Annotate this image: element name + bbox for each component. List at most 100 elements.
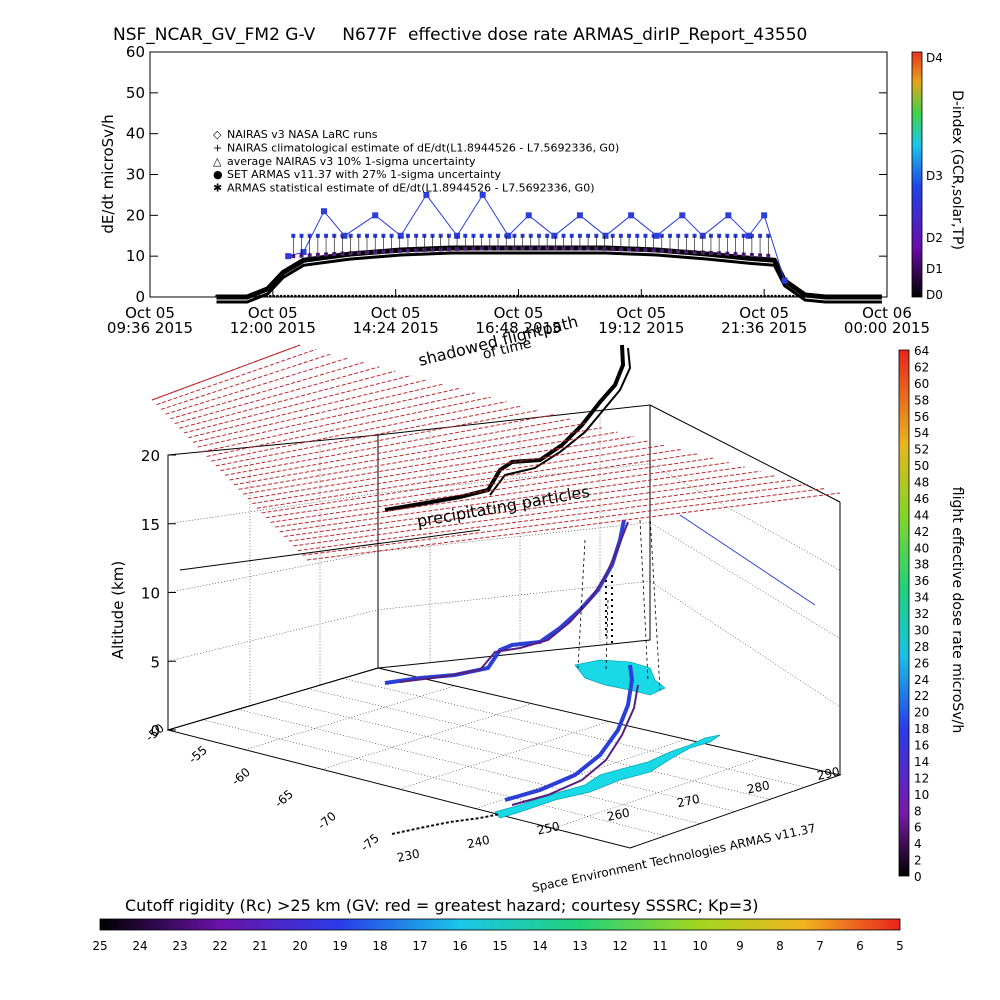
baseline-point [552,294,555,298]
cutoff-rigidity-tick-label: 6 [856,939,864,953]
shadow-plane-line [211,401,507,462]
dose-rate-tick-label: 30 [914,623,929,637]
dose-rate-tick-label: 38 [914,558,929,572]
baseline-point [534,294,537,298]
baseline-point [594,294,598,298]
cutoff-rigidity-tick-label: 11 [652,939,667,953]
armas-point [758,253,763,258]
baseline-point [587,294,591,298]
shadow-plane-line [302,488,825,556]
baseline-point [362,294,365,298]
baseline-point [319,294,322,298]
x-tick-date: Oct 05 [616,304,666,322]
legend-label: SET ARMAS v11.37 with 27% 1-sigma uncert… [227,168,501,181]
dose-rate-tick-label: 48 [914,476,929,490]
baseline-point [448,294,451,298]
right-wall-edge [649,404,841,503]
dose-rate-tick-label: 6 [914,821,922,835]
baseline-point [670,294,673,298]
baseline-point [523,294,526,298]
shadow-plane-line [265,453,698,519]
baseline-point [537,294,541,298]
shadow-plane-line [170,361,364,420]
baseline-point [311,294,315,298]
floor-grid-line [307,688,771,800]
dose-rate-tick-label: 58 [914,393,929,407]
d-index-colorbar: D0 D1 D2 D3 D4 D-index (GCR,solar,TP) [911,51,965,302]
baseline-point [673,294,677,298]
baseline-point [580,294,584,298]
cutoff-rigidity-tick-label: 20 [292,939,307,953]
floor-grid-line [342,678,806,788]
baseline-point [494,294,498,298]
set-armas-point [525,212,532,219]
baseline-point [322,294,326,298]
shadow-plane-line [238,427,602,490]
legend-symbol: ● [213,168,223,181]
dose-rate-tick-label: 20 [914,706,929,720]
armas-estimate-line [216,251,882,304]
shadow-plane-edge [151,344,301,401]
shadow-plane-hatching [151,344,841,561]
baseline-point [473,294,476,298]
baseline-point [333,294,337,298]
dose-rate-colorbar: 0246810121416182022242628303234363840424… [898,344,965,884]
baseline-point [774,294,777,298]
time-series-data [215,191,882,304]
baseline-point [645,294,648,298]
dose-rate-tick-label: 64 [914,344,929,358]
baseline-point [655,294,659,298]
altitude-tick-label: 15 [141,516,160,534]
baseline-point [294,294,297,298]
baseline-point [648,294,652,298]
baseline-point [412,294,415,298]
latitude-ticks: -50 -55 -60 -65 -70 -75 [143,721,382,854]
cutoff-rigidity-tick-label: 16 [452,939,467,953]
baseline-point [688,294,691,298]
baseline-point [630,294,634,298]
baseline-point [562,294,566,298]
x-tick-time: 00:00 2015 [844,319,930,337]
shadow-plane-line [284,470,761,537]
longitude-tick-label: 250 [536,819,561,837]
d-index-ticks: D0 D1 D2 D3 D4 [926,51,943,302]
baseline-point [526,294,530,298]
baseline-point [462,294,466,298]
dose-rate-tick-label: 16 [914,739,929,753]
cutoff-rigidity-tick-label: 22 [212,939,227,953]
baseline-point [516,294,519,298]
set-armas-point [479,191,486,198]
cutoff-rigidity-tick-label: 8 [776,939,784,953]
baseline-point [709,294,713,298]
baseline-point [512,294,516,298]
cutoff-rigidity-tick-label: 25 [92,939,107,953]
legend-symbol: + [213,141,222,154]
cutoff-rigidity-tick-label: 13 [572,939,587,953]
baseline-point [731,294,734,298]
altitude-tick-label: 5 [150,653,160,671]
baseline-point [634,294,638,298]
baseline-point [659,294,663,298]
baseline-point [573,294,577,298]
dose-rate-tick-label: 44 [914,508,929,522]
shadow-plane-line [179,370,396,429]
baseline-point [480,294,483,298]
dose-rate-tick-label: 32 [914,607,929,621]
altitude-tick-label: 0 [150,722,160,740]
baseline-point [372,294,376,298]
latitude-tick-label: -50 [143,721,167,744]
latitude-tick-label: -75 [358,831,382,854]
baseline-point [691,294,695,298]
time-series-y-ticks: 0 10 20 30 40 50 60 [126,43,887,306]
set-armas-point [653,232,660,239]
x-tick-date: Oct 06 [862,304,912,322]
shadow-plane-line [156,348,317,406]
baseline-point [723,294,727,298]
baseline-point [279,294,283,298]
longitude-tick-label: 290 [816,764,841,782]
y-tick-label: 40 [126,125,145,143]
baseline-point [423,294,426,298]
figure-title: NSF_NCAR_GV_FM2 G-V N677F effective dose… [113,25,807,45]
set-armas-point [300,249,307,256]
legend-label: average NAIRAS v3 10% 1-sigma uncertaint… [227,155,476,168]
